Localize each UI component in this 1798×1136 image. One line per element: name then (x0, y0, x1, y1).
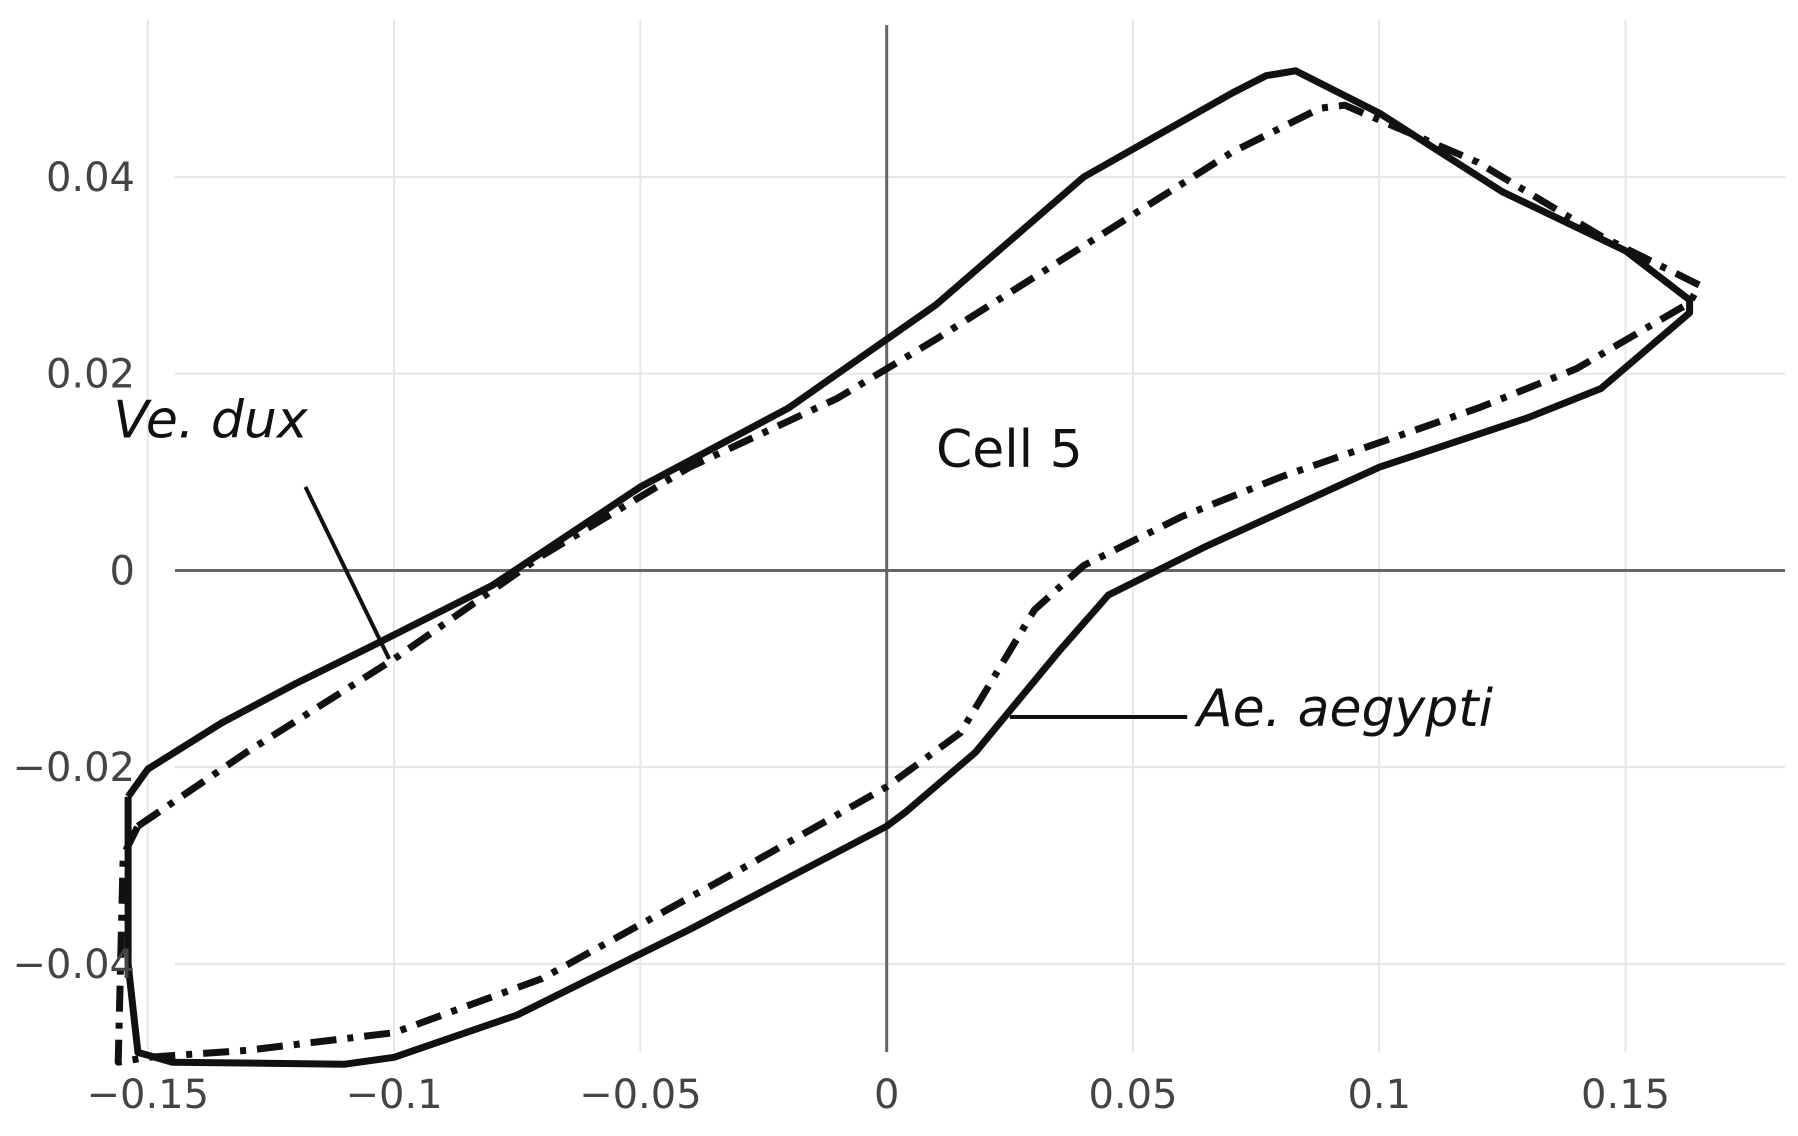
zero-axes (175, 25, 1785, 1052)
x-tick-label: 0.1 (1347, 1072, 1411, 1118)
ve-dux-series-line (114, 101, 1703, 1066)
y-tick-label: 0.02 (46, 352, 135, 398)
x-tick-label: −0.15 (86, 1072, 209, 1118)
x-tick-label: 0.05 (1088, 1072, 1177, 1118)
y-tick-label: 0 (110, 548, 135, 594)
ae-aegypti-series-line (124, 67, 1694, 1068)
cell-5-label: Cell 5 (936, 420, 1083, 480)
data-series (114, 67, 1703, 1068)
x-tick-label: −0.1 (346, 1072, 443, 1118)
ve-dux-pointer-line (303, 485, 391, 660)
annotations: Ve. dux Cell 5 Ae. aegypti (113, 391, 1493, 739)
x-axis-tick-labels: −0.15 −0.1 −0.05 0 0.05 0.1 0.15 (86, 1072, 1670, 1118)
ve-dux-label: Ve. dux (113, 391, 309, 451)
x-tick-label: 0.15 (1581, 1072, 1670, 1118)
y-axis-tick-labels: −0.04 −0.02 0 0.02 0.04 (12, 155, 135, 988)
y-tick-label: −0.02 (12, 745, 135, 791)
x-tick-label: 0 (874, 1072, 899, 1118)
y-tick-label: −0.04 (12, 942, 135, 988)
ae-aegypti-label: Ae. aegypti (1194, 679, 1494, 739)
y-tick-label: 0.04 (46, 155, 135, 201)
grid-lines (146, 20, 1785, 1052)
x-tick-label: −0.05 (579, 1072, 702, 1118)
